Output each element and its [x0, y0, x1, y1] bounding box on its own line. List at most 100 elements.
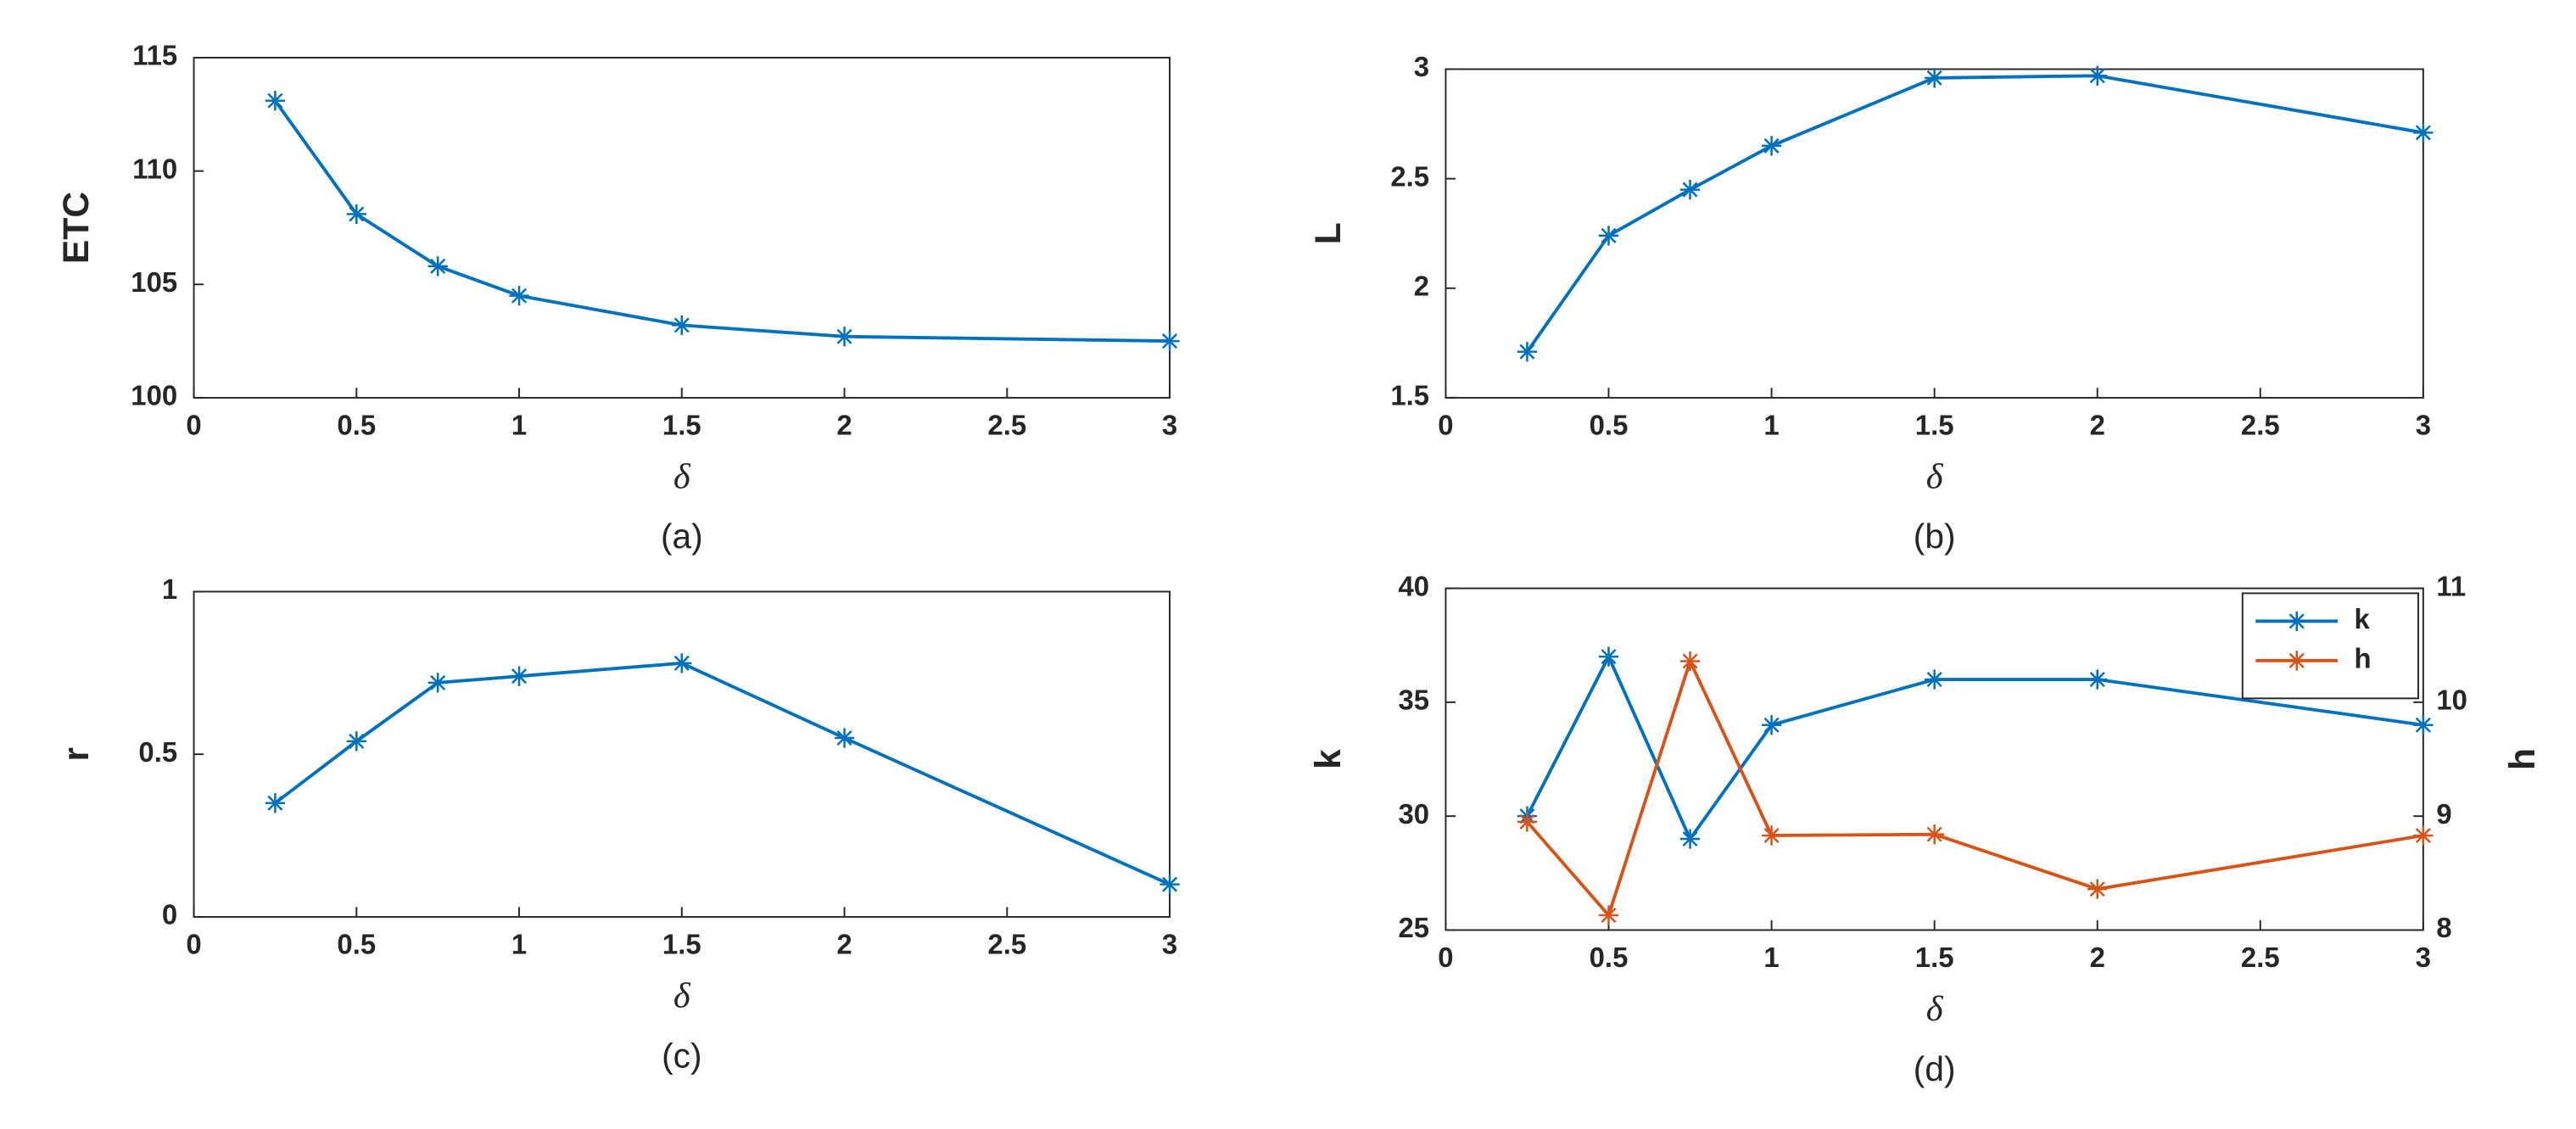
marker-stroke — [511, 288, 528, 304]
marker-stroke — [1763, 717, 1780, 733]
marker-stroke — [673, 317, 690, 333]
x-tick-label: 1.5 — [662, 409, 701, 440]
y-tick-label: 110 — [132, 153, 177, 184]
y-tick-label: 3 — [1414, 51, 1429, 82]
data-point — [427, 673, 448, 693]
y2-tick-label: 8 — [2436, 912, 2451, 943]
x-tick-label: 2 — [2090, 942, 2105, 973]
data-point — [1598, 226, 1619, 246]
x-tick-label: 0 — [1438, 409, 1453, 440]
y2-tick-label: 10 — [2436, 685, 2467, 716]
marker-stroke — [2288, 613, 2305, 629]
legend-label: h — [2355, 643, 2372, 674]
x-tick-label: 2 — [836, 409, 852, 440]
data-point — [2087, 669, 2108, 690]
y-tick-label: 100 — [131, 380, 177, 411]
marker-stroke — [1601, 649, 1617, 665]
data-point — [1679, 651, 1701, 672]
y-tick-label: 40 — [1398, 570, 1429, 601]
x-tick-label: 2 — [836, 929, 852, 960]
marker-stroke — [1519, 813, 1535, 830]
marker-stroke — [2415, 717, 2431, 733]
legend: kh — [2241, 592, 2420, 700]
x-axis-label: δ — [673, 976, 691, 1016]
marker-stroke — [836, 730, 852, 746]
x-tick-label: 2.5 — [2241, 942, 2280, 973]
x-tick-label: 0.5 — [1590, 409, 1629, 440]
marker-stroke — [1682, 653, 1698, 669]
data-point — [2087, 65, 2108, 86]
marker-stroke — [2089, 881, 2105, 897]
x-axis-label: δ — [1926, 989, 1944, 1029]
data-point — [1517, 812, 1538, 832]
data-point — [1925, 68, 1945, 88]
x-tick-label: 3 — [1162, 409, 1177, 440]
data-point — [1159, 874, 1180, 895]
x-tick-label: 2.5 — [987, 929, 1026, 960]
data-point — [2413, 122, 2434, 143]
x-axis-label: δ — [1926, 457, 1944, 497]
x-tick-label: 2.5 — [2241, 409, 2280, 440]
legend-box — [2241, 592, 2420, 700]
marker-stroke — [2415, 827, 2431, 844]
y-axis-label: ETC — [56, 192, 97, 264]
marker-stroke — [836, 328, 852, 344]
marker-stroke — [1162, 333, 1178, 349]
marker-stroke — [1162, 876, 1178, 892]
y2-axis-label: h — [2502, 748, 2543, 770]
y-axis-label: L — [1308, 222, 1349, 244]
data-point — [509, 666, 529, 686]
y-tick-label: 35 — [1398, 685, 1429, 716]
x-tick-label: 1 — [511, 409, 527, 440]
data-point — [1679, 829, 1701, 849]
data-point — [2413, 825, 2434, 846]
data-point — [1159, 331, 1180, 351]
data-point — [1679, 179, 1701, 200]
plot-area — [193, 57, 1171, 399]
marker-stroke — [1926, 826, 1942, 842]
data-point — [1761, 715, 1782, 735]
x-tick-label: 1 — [1763, 409, 1779, 440]
marker-stroke — [1763, 137, 1780, 154]
x-tick-label: 0.5 — [337, 929, 376, 960]
plot-area — [193, 590, 1171, 918]
marker-stroke — [1682, 182, 1698, 198]
y-tick-label: 0.5 — [138, 736, 177, 768]
marker-stroke — [2415, 125, 2431, 141]
data-point — [672, 653, 692, 673]
x-tick-label: 3 — [1162, 929, 1177, 960]
x-tick-label: 1.5 — [1915, 409, 1954, 440]
data-point — [834, 327, 855, 347]
data-point — [1598, 905, 1619, 925]
data-point — [2413, 715, 2434, 735]
marker-stroke — [430, 674, 446, 690]
y-tick-label: 2.5 — [1390, 160, 1429, 192]
y-tick-label: 105 — [131, 266, 177, 298]
x-tick-label: 3 — [2416, 942, 2431, 973]
marker-stroke — [1926, 70, 1942, 86]
data-point — [834, 728, 855, 748]
data-point — [1925, 669, 1945, 690]
marker-stroke — [1601, 907, 1617, 924]
marker-stroke — [2288, 652, 2305, 668]
legend-label: k — [2355, 603, 2371, 634]
x-tick-label: 3 — [2416, 409, 2431, 440]
data-point — [672, 315, 692, 335]
data-point — [1925, 824, 1945, 845]
marker-stroke — [1519, 344, 1535, 360]
y-tick-label: 1.5 — [1390, 380, 1429, 411]
x-axis-label: δ — [673, 457, 691, 497]
marker-stroke — [1601, 227, 1617, 243]
caption: (b) — [1914, 517, 1956, 556]
y-tick-label: 25 — [1398, 912, 1429, 943]
data-point — [1761, 825, 1782, 846]
y-tick-label: 0 — [162, 899, 177, 931]
data-point — [1761, 136, 1782, 156]
data-point — [346, 204, 366, 225]
marker-stroke — [2089, 671, 2105, 688]
y-axis-label: r — [56, 747, 97, 762]
data-point — [1598, 646, 1619, 667]
plot-area — [1444, 68, 2424, 399]
marker-stroke — [267, 92, 283, 109]
x-tick-label: 0.5 — [1590, 942, 1629, 973]
